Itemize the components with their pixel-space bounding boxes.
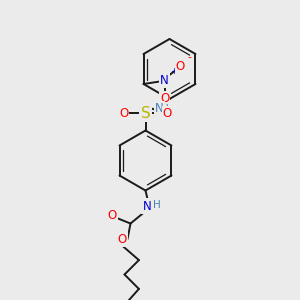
Text: N: N [142, 200, 152, 213]
Text: H: H [161, 103, 169, 114]
Text: O: O [163, 107, 172, 120]
Text: O: O [160, 92, 169, 105]
Text: S: S [141, 106, 150, 121]
Text: O: O [176, 59, 185, 73]
Text: O: O [119, 107, 128, 120]
Text: +: + [169, 68, 177, 76]
Text: -: - [187, 52, 191, 62]
Text: O: O [118, 233, 127, 246]
Text: O: O [107, 208, 116, 222]
Text: N: N [155, 102, 164, 115]
Text: N: N [160, 74, 169, 87]
Text: H: H [153, 200, 161, 210]
